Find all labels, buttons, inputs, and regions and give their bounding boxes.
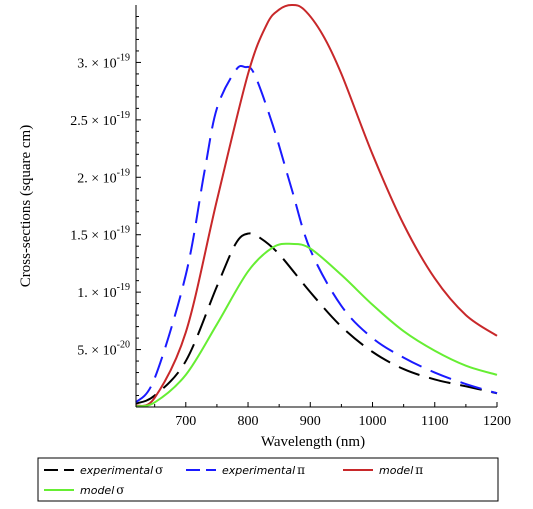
series-line-1: [135, 64, 498, 404]
legend-item-0: experimental σ: [44, 463, 163, 477]
legend-label: model σ: [80, 483, 124, 497]
y-axis-label: Cross-sections (square cm): [18, 125, 34, 287]
legend-label: model π: [379, 463, 423, 477]
y-tick-label: 3. × 10-19: [77, 52, 130, 71]
x-tick-label: 800: [238, 414, 259, 429]
x-ticks: 700 800 900 1000 1100 1200: [154, 402, 511, 429]
legend-label: experimental π: [222, 463, 305, 477]
x-tick-label: 1200: [483, 414, 511, 429]
legend-box: [37, 457, 499, 502]
y-ticks: 5. × 10-20 1. × 10-19 1.5 × 10-19 2. × 10-1…: [70, 15, 141, 397]
legend-item-2: model π: [343, 463, 423, 477]
series-layer: [135, 3, 498, 408]
x-tick-label: 1000: [359, 414, 387, 429]
x-tick-label: 1100: [421, 414, 448, 429]
y-tick-label: 2.5 × 10-19: [70, 110, 130, 129]
x-axis-label: Wavelength (nm): [261, 434, 365, 450]
y-tick-label: 2. × 10-19: [77, 167, 130, 186]
legend: experimental σ experimental π model π model σ: [37, 457, 499, 502]
y-tick-label: 5. × 10-20: [77, 340, 130, 359]
series-line-3: [135, 242, 498, 408]
legend-items: experimental σ experimental π model π model σ: [44, 463, 423, 497]
x-tick-label: 700: [175, 414, 196, 429]
x-tick-label: 900: [300, 414, 321, 429]
plot-area: 700 800 900 1000 1100 1200 5. × 10-20 1. × 10-…: [70, 3, 511, 429]
legend-item-1: experimental π: [186, 463, 305, 477]
legend-item-3: model σ: [44, 483, 124, 497]
y-tick-label: 1.5 × 10-19: [70, 225, 130, 244]
series-line-2: [135, 3, 498, 407]
legend-label: experimental σ: [80, 463, 163, 477]
y-tick-label: 1. × 10-19: [77, 282, 130, 301]
